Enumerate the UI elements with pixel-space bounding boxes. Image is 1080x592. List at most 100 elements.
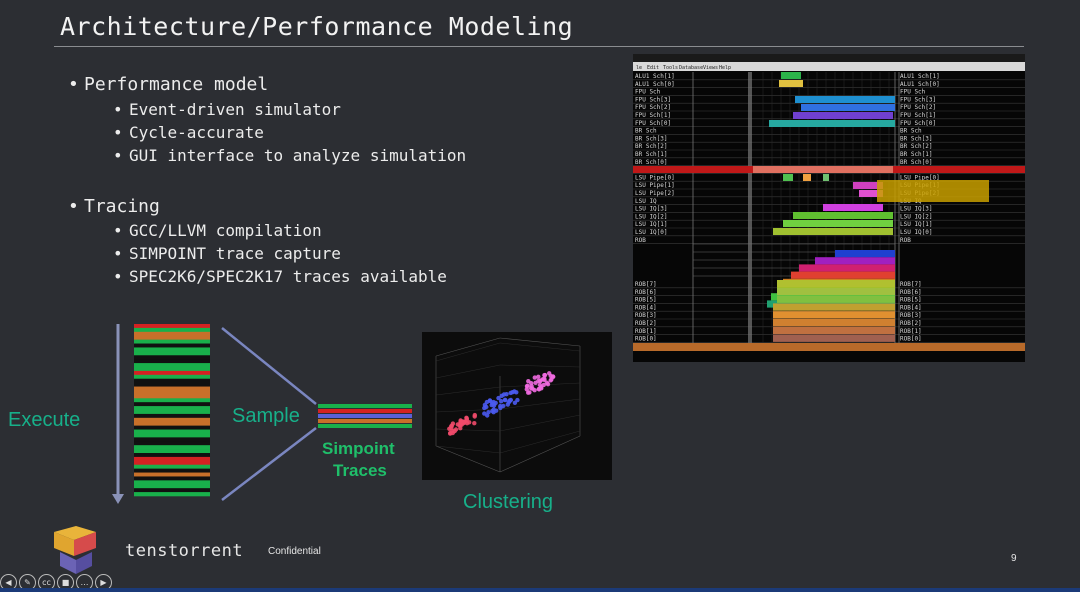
sim-row-label-right: BR Sch[1] (900, 151, 933, 158)
cluster-point (547, 371, 552, 376)
cluster-point (537, 382, 543, 388)
execution-trace-segment (134, 433, 210, 438)
execution-trace-segment (134, 394, 210, 399)
cluster-point (515, 397, 520, 403)
execution-trace-segment (134, 382, 210, 387)
menu-item: le (636, 65, 642, 71)
cluster-point (548, 378, 553, 383)
cluster-point (532, 388, 537, 393)
sim-row-label-right: LSU Pipe[0] (900, 174, 940, 181)
cluster-point (544, 380, 550, 385)
window-titlebar (633, 54, 1025, 62)
execution-trace-segment (134, 480, 210, 485)
cluster-point (448, 431, 453, 436)
sim-rob-label-left: ROB[6] (635, 289, 657, 296)
cluster-point (494, 408, 499, 413)
cluster-point (472, 414, 477, 419)
sim-row-label-left: LSU IQ[3] (635, 206, 668, 213)
sim-row-label-right: LSU IQ[0] (900, 229, 933, 236)
title-divider (54, 46, 1024, 47)
cluster-point (536, 387, 542, 392)
timeline-bar (633, 343, 1025, 351)
cluster-point (542, 372, 548, 378)
cluster-point (540, 377, 545, 382)
company-name: tenstorrent (125, 541, 244, 561)
slide-title: Architecture/Performance Modeling (60, 12, 574, 41)
sim-row-label-left: ALU1 Sch[0] (635, 81, 675, 88)
execute-arrow-head (112, 494, 124, 504)
cluster-point (507, 398, 512, 403)
bullet-item: • Cycle-accurate (113, 123, 264, 142)
simpoint-trace-bar (318, 414, 412, 418)
traces-label: Traces (333, 461, 387, 480)
cluster-point (496, 395, 501, 401)
execution-trace-segment (134, 484, 210, 489)
execution-trace-segment (134, 492, 210, 497)
execution-trace-segment (134, 468, 210, 473)
cluster-point (484, 404, 489, 410)
cluster-point (532, 375, 537, 380)
sim-row-label-left: FPU Sch[2] (635, 104, 671, 111)
simpoint-label: Simpoint (322, 439, 395, 458)
sim-row-label-right: ALU1 Sch[1] (900, 73, 940, 80)
sim-row-label-right: LSU IQ[1] (900, 221, 933, 228)
execution-trace-segment (134, 339, 210, 344)
sim-row-label-left: FPU Sch (635, 89, 661, 96)
simpoint-trace-bar (318, 409, 412, 413)
sim-row-label-left: FPU Sch[3] (635, 96, 671, 103)
sim-row-label-left: ALU1 Sch[1] (635, 73, 675, 80)
execution-trace-segment (134, 476, 210, 481)
cluster-point (504, 392, 509, 397)
sample-label: Sample (232, 405, 300, 427)
sim-row-label-right: ALU1 Sch[0] (900, 81, 940, 88)
cluster-point (458, 426, 463, 431)
execution-trace-segment (134, 386, 210, 391)
sim-rob-label-left: ROB[2] (635, 320, 657, 327)
menu-item: Database (679, 65, 703, 71)
execution-trace-segment (134, 441, 210, 446)
page-number: 9 (1011, 553, 1017, 564)
cluster-point (452, 428, 457, 434)
simpoint-trace-bar (318, 424, 412, 428)
cluster-point (524, 384, 530, 389)
simpoint-trace-bar (318, 419, 412, 423)
sim-rob-label-right: ROB[0] (900, 336, 922, 343)
clustering-label: Clustering (463, 491, 554, 513)
cluster-point (505, 402, 510, 407)
cluster-point (510, 390, 515, 395)
execution-trace-segment (134, 472, 210, 477)
menu-item: Edit (647, 65, 659, 71)
cluster-point (447, 426, 452, 431)
sim-row-label-right: FPU Sch[0] (900, 120, 936, 127)
execution-trace-segment (134, 460, 210, 466)
sim-row-label-left: LSU IQ[2] (635, 213, 668, 220)
cluster-point (491, 401, 496, 406)
sim-rob-label-right: ROB[4] (900, 304, 922, 311)
execution-trace-segment (134, 363, 210, 368)
sim-row-label-left: LSU IQ (635, 198, 657, 205)
sim-row-label-right: ROB (900, 237, 911, 244)
cluster-point (499, 393, 504, 398)
cluster-point (536, 374, 541, 379)
cluster-point (533, 380, 538, 385)
cluster-point (541, 382, 546, 388)
cluster-point (449, 423, 454, 428)
taskbar-strip (0, 588, 1080, 592)
execution-trace-segment (134, 437, 210, 442)
bullet-item: • Event-driven simulator (113, 100, 341, 119)
execution-trace-segment (134, 413, 210, 419)
execution-trace-segment (134, 417, 210, 423)
sim-row-label-left: LSU IQ[0] (635, 229, 668, 236)
sim-rob-label-left: ROB[0] (635, 336, 657, 343)
execution-trace-segment (134, 456, 210, 462)
sim-row-label-right: BR Sch[2] (900, 143, 933, 150)
bullet-item: • GCC/LLVM compilation (113, 221, 322, 240)
bullet-item: • GUI interface to analyze simulation (113, 146, 467, 165)
sim-rob-label-left: ROB[3] (635, 312, 657, 319)
bullet-heading-performance: • Performance model (68, 74, 269, 95)
cluster-point (527, 390, 532, 395)
execution-trace-segment (134, 464, 210, 469)
execute-label: Execute (8, 409, 81, 431)
sim-row-label-right: BR Sch (900, 128, 922, 135)
